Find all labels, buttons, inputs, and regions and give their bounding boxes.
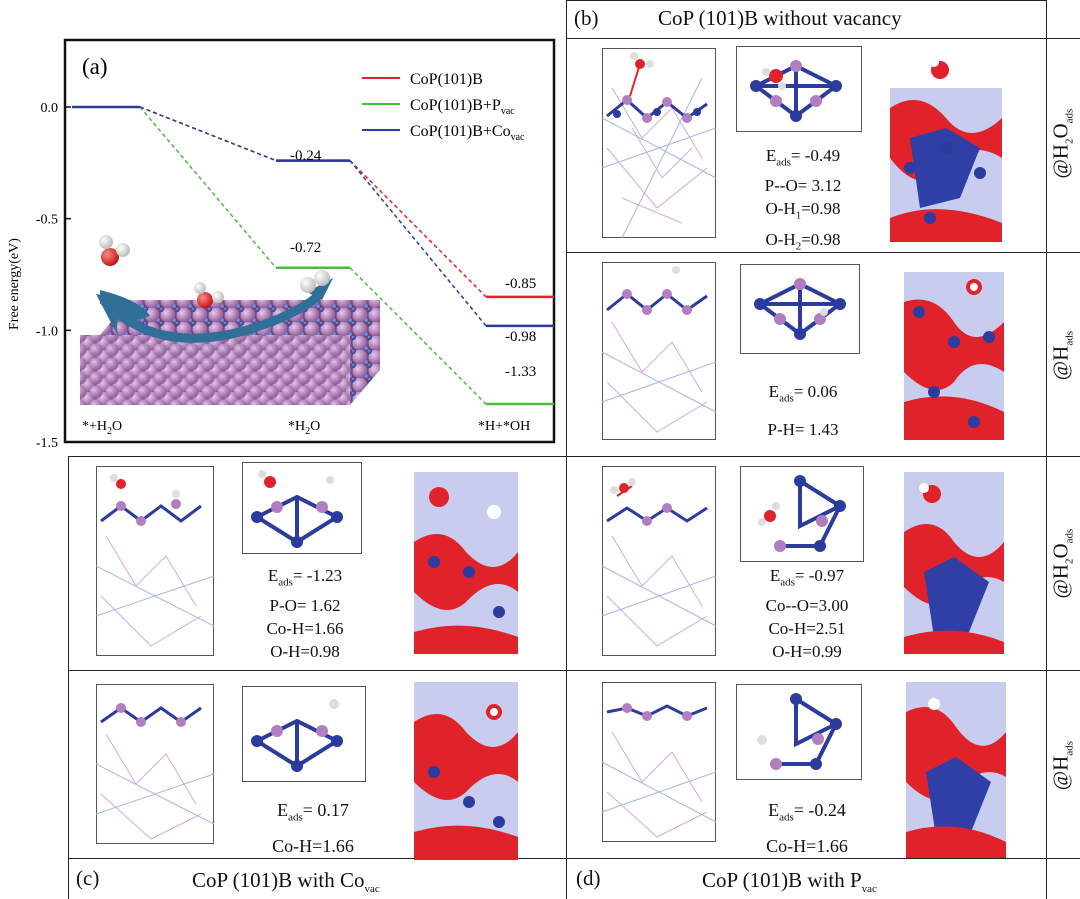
- d1-top-view: [740, 466, 864, 562]
- b1-p-o: P--O= 3.12: [764, 176, 842, 196]
- divider-bottom: [68, 858, 1080, 859]
- x-label-adsorbed: *H2O: [288, 419, 320, 437]
- c1-charge-map: [414, 472, 518, 654]
- divider-b-title: [566, 38, 1080, 39]
- c1-p-o: P-O= 1.62: [269, 596, 341, 616]
- c2-co-h: Co-H=1.66: [272, 835, 354, 856]
- b1-charge-map: [890, 48, 1002, 242]
- d2-charge-map: [906, 682, 1006, 858]
- water-molecule-2: [194, 282, 224, 308]
- d2-eads: Eads= -0.24: [768, 800, 846, 824]
- d2-co-h: Co-H=1.66: [766, 835, 848, 856]
- b2-top-view: [740, 264, 860, 354]
- value-label-neg072: -0.72: [290, 240, 321, 256]
- panel-b-title: CoP (101)B without vacancy: [658, 6, 902, 30]
- reaction-arrow: [99, 292, 321, 343]
- b2-side-view: [602, 262, 716, 440]
- b1-equations: Eads= -0.49 P--O= 3.12 O-H1=0.98 O-H2=0.…: [740, 144, 866, 258]
- catalyst-slab-illustration: [80, 300, 380, 405]
- vline-center: [566, 0, 567, 899]
- b1-top-view: [736, 46, 862, 132]
- d2-equations: Eads= -0.24 Co-H=1.66: [742, 796, 872, 860]
- d1-co-h: Co-H=2.51: [768, 619, 846, 639]
- side-label-3: @H2Oads: [1048, 528, 1076, 599]
- c2-equations: Eads= 0.17 Co-H=1.66: [248, 796, 378, 860]
- value-label-neg085: -0.85: [505, 276, 536, 292]
- c2-top-view: [242, 686, 366, 782]
- b1-o-h2: O-H2=0.98: [765, 229, 841, 253]
- free-energy-chart: 0.0 -0.5 -1.0 -1.5 (a) CoP(101)B CoP(101)B+…: [7, 38, 556, 451]
- c1-side-view: [96, 466, 214, 656]
- legend-cop: CoP(101)B: [410, 71, 483, 88]
- side-label-4: @Hads: [1048, 741, 1076, 791]
- d1-side-view: [602, 466, 716, 656]
- side-label-1: @H2Oads: [1048, 108, 1076, 179]
- connector-0-2: [349, 160, 487, 298]
- product-molecules: [300, 270, 330, 293]
- d1-charge-map: [904, 472, 1004, 654]
- b1-side-view: [602, 48, 716, 238]
- panel-a-label: (a): [82, 54, 108, 79]
- top-border-right: [566, 0, 1046, 1]
- c1-equations: Eads= -1.23 P-O= 1.62 Co-H=1.66 O-H=0.98: [242, 564, 368, 663]
- d2-top-view: [736, 684, 862, 780]
- divider-b-rows: [566, 252, 1080, 253]
- c1-co-h: Co-H=1.66: [266, 619, 344, 639]
- c1-top-view: [242, 462, 362, 554]
- connector-2-2: [349, 160, 487, 327]
- legend-cop-pvac: CoP(101)B+Pvac: [410, 97, 515, 117]
- d1-o-h: O-H=0.99: [772, 642, 842, 662]
- b2-equations: Eads= 0.06 P-H= 1.43: [740, 376, 866, 446]
- panel-d-label: (d): [576, 866, 601, 890]
- b2-eads: Eads= 0.06: [768, 382, 838, 405]
- b1-o-h1: O-H1=0.98: [765, 199, 841, 222]
- c2-eads: Eads= 0.17: [277, 800, 349, 824]
- c2-charge-map: [414, 682, 518, 860]
- d2-side-view: [602, 682, 716, 842]
- connector-2-1: [139, 106, 277, 162]
- panel-b-label: (b): [574, 6, 599, 30]
- legend-cop-covac: CoP(101)B+Covac: [410, 123, 525, 143]
- x-label-start: *+H2O: [82, 419, 122, 437]
- legend: CoP(101)B CoP(101)B+Pvac CoP(101)B+Covac: [362, 71, 525, 143]
- vline-right: [1046, 0, 1047, 899]
- connector-1-1: [139, 106, 277, 269]
- value-label-neg133: -1.33: [505, 364, 536, 380]
- water-molecule-1: [99, 235, 130, 266]
- b2-p-h: P-H= 1.43: [767, 420, 839, 440]
- c1-eads: Eads= -1.23: [267, 566, 343, 589]
- x-label-dissociated: *H+*OH: [478, 419, 530, 434]
- vline-left: [68, 456, 69, 899]
- y-tick-label-2: -1.0: [36, 324, 58, 339]
- divider-lower: [68, 670, 1080, 671]
- value-label-neg098: -0.98: [505, 329, 536, 345]
- side-label-2: @Hads: [1048, 331, 1076, 381]
- c2-side-view: [96, 684, 214, 844]
- c1-o-h: O-H=0.98: [270, 642, 340, 662]
- panel-d-title: CoP (101)B with Pvac: [702, 868, 877, 896]
- y-tick-label-1: -0.5: [36, 213, 58, 228]
- d1-co-o: Co--O=3.00: [765, 596, 849, 616]
- value-label-neg024: -0.24: [290, 148, 322, 164]
- divider-mid: [68, 456, 1080, 457]
- y-axis-label: Free energy(eV): [7, 238, 22, 330]
- d1-eads: Eads= -0.97: [769, 566, 845, 589]
- y-tick-label-3: -1.5: [36, 436, 58, 451]
- b2-charge-map: [904, 262, 1004, 440]
- b1-eads: Eads= -0.49: [765, 146, 841, 169]
- panel-c-label: (c): [76, 866, 100, 890]
- panel-c-title: CoP (101)B with Covac: [192, 868, 380, 896]
- y-tick-label-0: 0.0: [41, 101, 59, 116]
- d1-equations: Eads= -0.97 Co--O=3.00 Co-H=2.51 O-H=0.9…: [744, 564, 870, 663]
